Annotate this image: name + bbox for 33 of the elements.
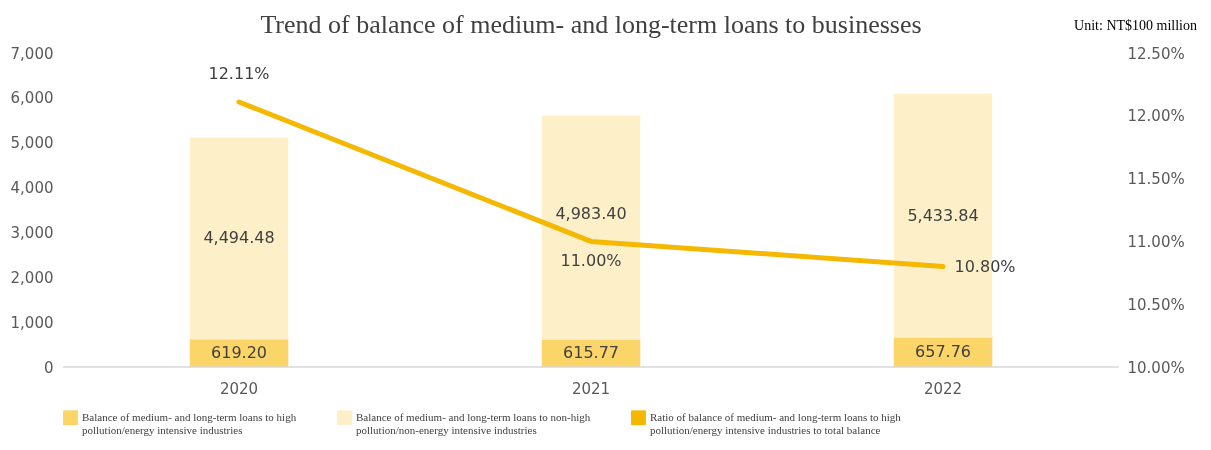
data-label: 10.80% [954,256,1016,276]
bar [189,137,289,340]
data-label: 615.77 [563,343,619,363]
y2-tick-label: 12.50% [1127,44,1185,63]
y-tick-label: 0 [43,358,54,377]
y2-tick-label: 12.00% [1127,107,1185,126]
y-tick-label: 5,000 [10,134,54,153]
data-label: 4,983.40 [555,203,627,223]
y-tick-label: 3,000 [10,223,54,242]
y2-tick-label: 10.00% [1127,358,1185,377]
data-label: 11.00% [560,251,622,271]
data-label: 4,494.48 [203,228,275,248]
legend-label: Balance of medium- and long-term loans to non-high pollution/non-energy intensive industries [356,410,591,436]
data-label: 657.76 [915,342,971,362]
text: Unit: NT$100 million [1074,18,1197,34]
chart-title: Trend of balance of medium- and long-term loans to businesses [260,10,922,39]
y-tick-label: 4,000 [10,179,54,198]
data-label: 12.11% [208,63,270,83]
y2-tick-label: 10.50% [1127,295,1185,314]
y-tick-label: 2,000 [10,268,54,287]
y2-tick-label: 11.00% [1127,232,1185,251]
y-tick-label: 1,000 [10,313,54,332]
data-label: 619.20 [211,343,267,363]
x-tick-label: 2021 [571,379,611,398]
y-tick-label: 7,000 [10,44,54,63]
x-tick-label: 2022 [923,379,963,398]
y-tick-label: 6,000 [10,89,54,108]
legend-label: Balance of medium- and long-term loans to high pollution/energy intensive industries [82,410,297,436]
legend-label: Ratio of balance of medium- and long-term loans to high pollution/energy intensive industries to total balance [650,410,902,436]
data-label: 5,433.84 [907,205,979,225]
x-tick-label: 2020 [219,379,259,398]
bar [541,115,641,340]
y2-tick-label: 11.50% [1127,170,1185,189]
